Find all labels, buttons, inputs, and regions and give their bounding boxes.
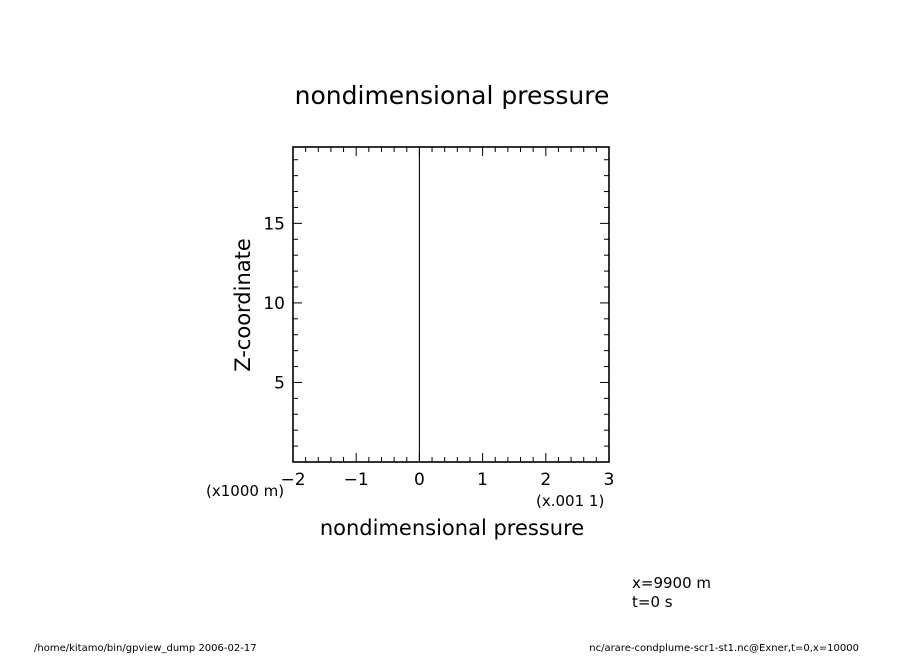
position-annotation: x=9900 m <box>632 574 711 592</box>
y-tick-label: 15 <box>263 214 285 234</box>
y-unit-label: (x1000 m) <box>206 482 284 500</box>
y-tick-label: 10 <box>263 294 285 314</box>
x-axis-label: nondimensional pressure <box>320 516 584 540</box>
y-axis-label: Z-coordinate <box>231 238 255 372</box>
footer-right: nc/arare-condplume-scr1-st1.nc@Exner,t=0… <box>589 643 859 654</box>
plot-border <box>292 146 610 463</box>
x-unit-label: (x.001 1) <box>536 492 604 510</box>
time-annotation: t=0 s <box>632 593 673 611</box>
y-tick-label: 5 <box>274 373 285 393</box>
x-tick-label: −1 <box>344 470 369 490</box>
footer-left: /home/kitamo/bin/gpview_dump 2006-02-17 <box>34 643 257 654</box>
tick-labels: −2 −1 0 1 2 3 5 10 15 <box>263 214 614 490</box>
x-tick-label: −2 <box>280 470 305 490</box>
chart-title: nondimensional pressure <box>295 81 610 110</box>
axis-ticks <box>292 147 610 462</box>
x-tick-label: 0 <box>414 470 425 490</box>
x-tick-label: 3 <box>604 470 615 490</box>
x-tick-label: 1 <box>477 470 488 490</box>
x-tick-label: 2 <box>540 470 551 490</box>
plot-frame <box>292 146 610 463</box>
